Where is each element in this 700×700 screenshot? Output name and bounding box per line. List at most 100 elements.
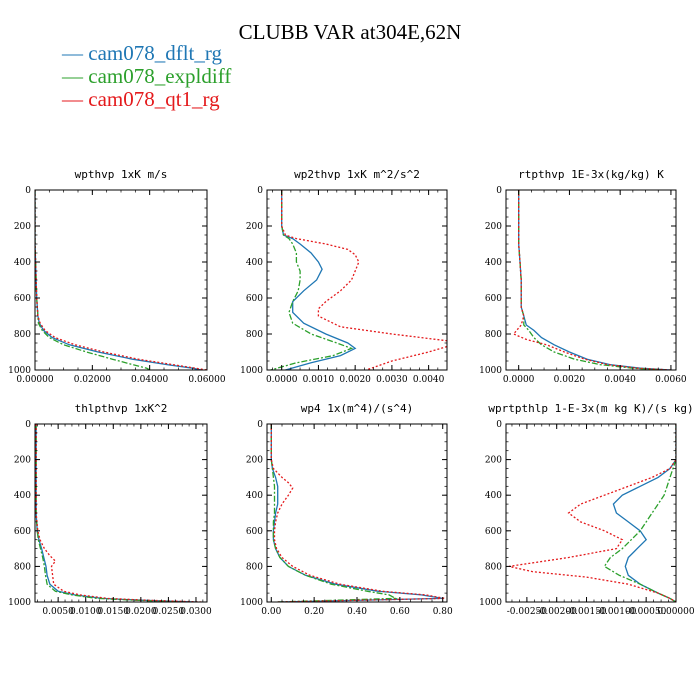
plot-frame	[266, 423, 448, 603]
x-tick-label: -0.00100	[596, 607, 637, 617]
y-tick-label: 1000	[240, 366, 263, 376]
series-line-1	[612, 424, 676, 602]
legend-item-expldiff: — cam078_expldiff	[62, 65, 231, 88]
y-tick-label: 400	[246, 258, 263, 268]
x-tick-label: 0.0250	[153, 607, 185, 617]
plot-frame	[505, 423, 677, 603]
y-tick-label: 200	[14, 222, 31, 232]
x-tick-label: -0.00150	[566, 607, 607, 617]
panel-4: thlpthvp 1xK^2020040060080010000.00500.0…	[8, 402, 212, 617]
y-tick-label: 200	[14, 456, 31, 466]
y-tick-label: 800	[485, 562, 502, 572]
x-tick-label: 0.20	[304, 607, 324, 617]
plot-frame	[34, 423, 208, 603]
series-line-3	[270, 424, 446, 602]
y-tick-label: 200	[246, 222, 263, 232]
y-tick-label: 600	[246, 527, 263, 537]
x-tick-label: 0.06000	[188, 375, 225, 385]
panel-title: wp2thvp 1xK m^2/s^2	[294, 168, 420, 181]
y-tick-label: 200	[485, 222, 502, 232]
y-tick-label: 0	[25, 420, 31, 430]
x-tick-label: 0.0300	[180, 607, 212, 617]
y-tick-label: 800	[485, 330, 502, 340]
y-tick-label: 1000	[240, 598, 263, 608]
x-tick-label: 0.0020	[554, 375, 586, 385]
y-tick-label: 200	[485, 456, 502, 466]
y-tick-label: 600	[14, 527, 31, 537]
x-tick-label: 0.0150	[98, 607, 130, 617]
plot-frame	[505, 189, 677, 371]
x-tick-label: 0.0200	[125, 607, 157, 617]
y-tick-label: 200	[246, 456, 263, 466]
x-tick-label: 0.0000	[503, 375, 535, 385]
x-tick-label: 0.80	[433, 607, 453, 617]
x-tick-label: -0.00050	[626, 607, 667, 617]
legend-item-qt1: — cam078_qt1_rg	[62, 88, 231, 111]
y-tick-label: 400	[14, 258, 31, 268]
panel-title: wp4 1x(m^4)/(s^4)	[301, 402, 414, 415]
y-tick-label: 1000	[479, 366, 502, 376]
figure-title: CLUBB VAR at304E,62N	[238, 20, 462, 44]
y-tick-label: 400	[14, 491, 31, 501]
series-line-2	[270, 190, 354, 370]
legend-line-icon: —	[62, 64, 89, 88]
series-line-2	[35, 424, 185, 602]
series-line-3	[508, 424, 676, 602]
x-tick-label: 0.0020	[339, 375, 371, 385]
y-tick-label: 1000	[8, 598, 31, 608]
series-line-3	[35, 190, 207, 370]
y-tick-label: 0	[257, 186, 263, 196]
y-tick-label: 600	[485, 294, 502, 304]
y-tick-label: 800	[246, 330, 263, 340]
y-tick-label: 0	[496, 420, 502, 430]
series-line-2	[603, 424, 676, 602]
x-tick-label: 0.0040	[604, 375, 636, 385]
plot-frame	[266, 189, 448, 371]
x-tick-label: 0.0030	[376, 375, 408, 385]
series-line-2	[35, 190, 151, 370]
y-tick-label: 400	[485, 491, 502, 501]
x-tick-label: 0.40	[347, 607, 367, 617]
x-tick-label: 0.60	[390, 607, 410, 617]
panel-title: wprtpthlp 1-E-3x(m kg K)/(s kg)	[488, 402, 693, 415]
x-tick-label: 0.0040	[413, 375, 445, 385]
series-line-1	[270, 424, 443, 602]
y-tick-label: 600	[246, 294, 263, 304]
legend-line-icon: —	[62, 41, 89, 65]
panel-2: wp2thvp 1xK m^2/s^2020040060080010000.00…	[240, 168, 448, 385]
y-tick-label: 1000	[8, 366, 31, 376]
series-line-2	[518, 190, 666, 370]
x-tick-label: 0.04000	[131, 375, 168, 385]
y-tick-label: 1000	[479, 598, 502, 608]
legend-line-icon: —	[62, 87, 89, 111]
y-tick-label: 600	[485, 527, 502, 537]
y-tick-label: 400	[485, 258, 502, 268]
y-tick-label: 800	[14, 330, 31, 340]
series-line-1	[35, 424, 197, 602]
y-tick-label: 0	[496, 186, 502, 196]
x-tick-label: 0.0050	[42, 607, 74, 617]
legend-label: cam078_dflt_rg	[88, 41, 223, 65]
x-tick-label: -0.00250	[507, 607, 548, 617]
legend-item-dflt: — cam078_dflt_rg	[62, 42, 231, 65]
y-tick-label: 0	[257, 420, 263, 430]
x-tick-label: 0.0010	[303, 375, 335, 385]
series-line-3	[512, 190, 671, 370]
x-tick-label: -0.00200	[537, 607, 578, 617]
y-tick-label: 0	[25, 186, 31, 196]
x-tick-label: 0.00	[261, 607, 281, 617]
series-line-1	[281, 190, 357, 370]
panel-6: wprtpthlp 1-E-3x(m kg K)/(s kg) 0 200 400 60…	[479, 402, 695, 617]
series-line-1	[35, 190, 202, 370]
y-tick-label: 800	[246, 562, 263, 572]
x-tick-label: 0.0060	[655, 375, 687, 385]
legend: — cam078_dflt_rg — cam078_expldiff — cam…	[62, 42, 231, 111]
x-tick-label: 0.02000	[74, 375, 111, 385]
x-tick-label: 0.00000	[657, 607, 694, 617]
x-tick-label: 0.0000	[266, 375, 298, 385]
panel-title: wpthvp 1xK m/s	[75, 168, 168, 181]
y-tick-label: 800	[14, 562, 31, 572]
